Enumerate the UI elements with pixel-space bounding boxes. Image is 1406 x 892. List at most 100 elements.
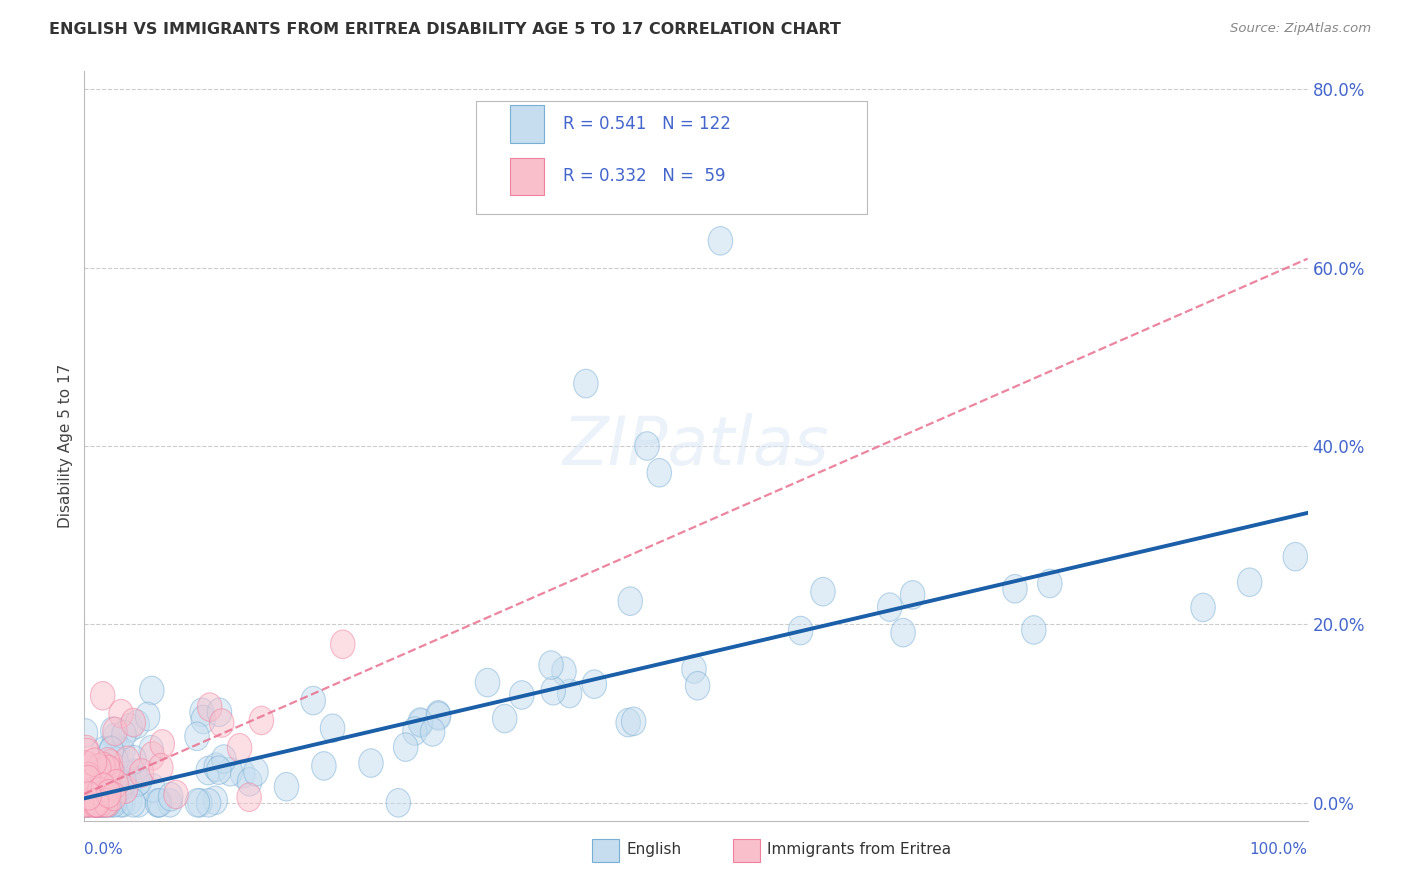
Ellipse shape xyxy=(84,789,110,817)
Ellipse shape xyxy=(492,705,517,733)
Ellipse shape xyxy=(420,718,444,747)
Ellipse shape xyxy=(75,775,100,804)
Text: ENGLISH VS IMMIGRANTS FROM ERITREA DISABILITY AGE 5 TO 17 CORRELATION CHART: ENGLISH VS IMMIGRANTS FROM ERITREA DISAB… xyxy=(49,22,841,37)
Ellipse shape xyxy=(80,778,105,806)
Ellipse shape xyxy=(127,789,150,817)
Ellipse shape xyxy=(97,772,121,800)
Ellipse shape xyxy=(195,756,221,785)
Ellipse shape xyxy=(73,789,98,817)
Ellipse shape xyxy=(73,789,98,817)
Ellipse shape xyxy=(202,786,228,814)
Ellipse shape xyxy=(111,738,135,766)
Ellipse shape xyxy=(145,789,170,817)
FancyBboxPatch shape xyxy=(475,102,868,214)
Ellipse shape xyxy=(121,789,145,817)
Ellipse shape xyxy=(86,787,110,815)
Text: Source: ZipAtlas.com: Source: ZipAtlas.com xyxy=(1230,22,1371,36)
Ellipse shape xyxy=(212,745,236,773)
Ellipse shape xyxy=(122,759,148,788)
Ellipse shape xyxy=(80,771,105,799)
Ellipse shape xyxy=(80,756,104,784)
Ellipse shape xyxy=(98,749,122,778)
Ellipse shape xyxy=(141,773,165,802)
Ellipse shape xyxy=(82,789,107,817)
Ellipse shape xyxy=(84,779,108,807)
Ellipse shape xyxy=(236,783,262,812)
Ellipse shape xyxy=(616,708,640,737)
Ellipse shape xyxy=(184,722,209,750)
Ellipse shape xyxy=(84,789,110,817)
Text: 100.0%: 100.0% xyxy=(1250,842,1308,856)
Ellipse shape xyxy=(100,717,125,746)
Text: English: English xyxy=(626,842,682,856)
Bar xyxy=(510,105,544,143)
Ellipse shape xyxy=(163,780,188,809)
Ellipse shape xyxy=(231,760,254,789)
Ellipse shape xyxy=(75,739,100,767)
Ellipse shape xyxy=(557,679,582,707)
Ellipse shape xyxy=(73,754,98,782)
Ellipse shape xyxy=(112,767,136,796)
Ellipse shape xyxy=(139,735,163,764)
Ellipse shape xyxy=(77,776,101,805)
Ellipse shape xyxy=(79,789,104,817)
Ellipse shape xyxy=(709,227,733,255)
Ellipse shape xyxy=(197,693,222,722)
Ellipse shape xyxy=(89,789,112,817)
Ellipse shape xyxy=(877,593,903,622)
Ellipse shape xyxy=(249,706,274,735)
Ellipse shape xyxy=(90,789,114,817)
Ellipse shape xyxy=(75,735,98,764)
Ellipse shape xyxy=(77,781,101,810)
Ellipse shape xyxy=(101,764,125,793)
Ellipse shape xyxy=(91,773,115,802)
Ellipse shape xyxy=(387,789,411,817)
Ellipse shape xyxy=(118,714,142,742)
Ellipse shape xyxy=(118,769,142,797)
Ellipse shape xyxy=(103,789,127,817)
Ellipse shape xyxy=(94,764,118,793)
Ellipse shape xyxy=(118,786,142,814)
Ellipse shape xyxy=(243,757,269,786)
Ellipse shape xyxy=(159,782,183,811)
Ellipse shape xyxy=(207,698,232,726)
Ellipse shape xyxy=(197,789,221,817)
Text: ZIP​atlas: ZIP​atlas xyxy=(562,413,830,479)
Ellipse shape xyxy=(104,747,128,775)
Ellipse shape xyxy=(1284,542,1308,571)
Ellipse shape xyxy=(105,733,129,762)
Ellipse shape xyxy=(79,762,103,790)
Ellipse shape xyxy=(150,730,174,758)
Ellipse shape xyxy=(84,789,108,817)
Ellipse shape xyxy=(103,717,127,746)
Ellipse shape xyxy=(90,789,114,817)
Ellipse shape xyxy=(76,765,101,794)
Ellipse shape xyxy=(619,587,643,615)
Ellipse shape xyxy=(103,723,127,752)
Ellipse shape xyxy=(621,707,645,736)
Ellipse shape xyxy=(811,577,835,606)
Ellipse shape xyxy=(228,733,252,762)
Ellipse shape xyxy=(111,720,136,748)
Text: 0.0%: 0.0% xyxy=(84,842,124,856)
Ellipse shape xyxy=(789,616,813,645)
Ellipse shape xyxy=(636,432,659,460)
Ellipse shape xyxy=(91,763,117,791)
Ellipse shape xyxy=(218,757,242,786)
Ellipse shape xyxy=(408,707,433,736)
Ellipse shape xyxy=(103,742,128,771)
Bar xyxy=(733,839,759,862)
Y-axis label: Disability Age 5 to 17: Disability Age 5 to 17 xyxy=(58,364,73,528)
Ellipse shape xyxy=(900,581,925,609)
Ellipse shape xyxy=(538,651,564,680)
Ellipse shape xyxy=(98,764,122,793)
Ellipse shape xyxy=(402,717,427,746)
Ellipse shape xyxy=(73,769,98,797)
Ellipse shape xyxy=(97,762,122,790)
Ellipse shape xyxy=(79,763,103,791)
Ellipse shape xyxy=(83,789,107,817)
Ellipse shape xyxy=(1237,568,1263,597)
Ellipse shape xyxy=(125,710,149,739)
Ellipse shape xyxy=(301,686,325,714)
Ellipse shape xyxy=(682,655,706,683)
